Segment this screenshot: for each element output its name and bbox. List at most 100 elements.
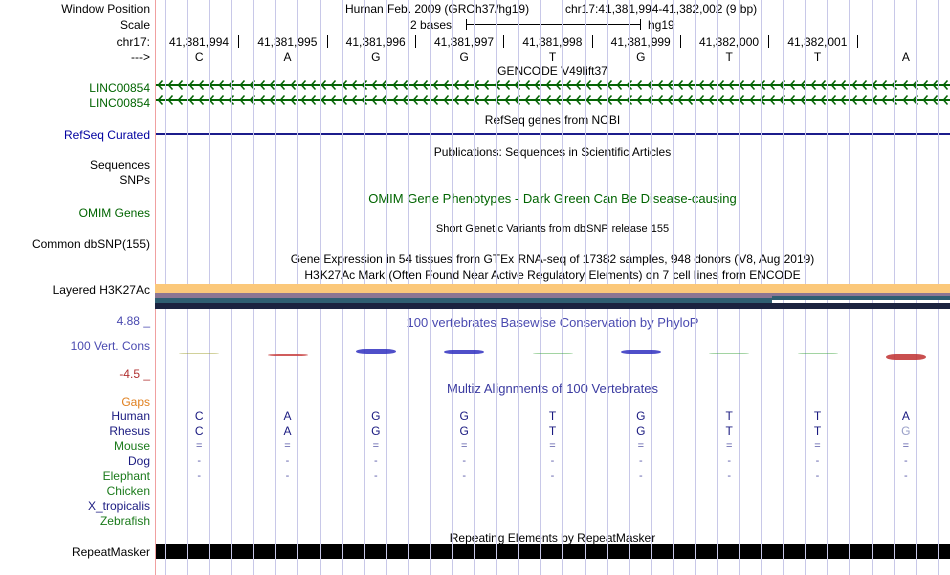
repeatmasker-feature-bar[interactable]: [155, 544, 950, 559]
strand-arrow-icon: [789, 79, 796, 91]
strand-arrow-icon: [749, 79, 756, 91]
strand-arrow-icon: [228, 79, 235, 91]
ruler-base-letter: G: [636, 50, 646, 64]
conservation-bar: [885, 354, 926, 361]
strand-arrow-icon: [616, 79, 623, 91]
multiz-species-label-zebrafish[interactable]: Zebrafish: [99, 514, 150, 528]
gtex-track-title[interactable]: Gene Expression in 54 tissues from GTEx …: [290, 252, 815, 266]
conservation-bar: [709, 352, 750, 354]
gencode-transcript-1[interactable]: [155, 78, 950, 92]
strand-arrow-icon: [290, 94, 297, 106]
multiz-track-title[interactable]: Multiz Alignments of 100 Vertebrates: [446, 381, 658, 396]
strand-arrow-icon: [402, 79, 409, 91]
ruler-tick-label: 41,381,999: [610, 35, 671, 49]
omim-track-title[interactable]: OMIM Gene Phenotypes - Dark Green Can Be…: [368, 191, 737, 206]
multiz-species-label-chicken[interactable]: Chicken: [106, 484, 150, 498]
multiz-species-label-dog[interactable]: Dog: [127, 454, 150, 468]
ruler-tick-label: 41,381,996: [345, 35, 406, 49]
strand-arrow-label: --->: [131, 50, 150, 64]
multiz-species-label-elephant[interactable]: Elephant: [102, 469, 150, 483]
strand-arrow-icon: [779, 79, 786, 91]
strand-arrow-icon: [769, 79, 776, 91]
ruler-base-letter: G: [459, 50, 469, 64]
layered-h3k27ac-label[interactable]: Layered H3K27Ac: [52, 283, 150, 297]
ruler-tick-mark: [768, 35, 770, 48]
multiz-base-cell: T: [813, 424, 822, 438]
sequences-label[interactable]: Sequences: [89, 158, 150, 172]
strand-arrow-icon: [473, 79, 480, 91]
ruler-tick-label: 41,381,995: [257, 35, 318, 49]
multiz-base-cell: -: [285, 455, 290, 467]
common-dbsnp-label[interactable]: Common dbSNP(155): [31, 237, 150, 251]
phylop-track-title[interactable]: 100 vertebrates Basewise Conservation by…: [406, 315, 699, 330]
strand-arrow-icon: [463, 94, 470, 106]
strand-arrow-icon: [800, 94, 807, 106]
multiz-base-cell: G: [459, 424, 469, 438]
strand-arrow-icon: [504, 79, 511, 91]
strand-arrow-icon: [606, 94, 613, 106]
gencode-transcript-2[interactable]: [155, 93, 950, 107]
strand-arrow-icon: [922, 94, 929, 106]
strand-arrow-icon: [779, 94, 786, 106]
conservation-bar: [444, 349, 485, 354]
strand-arrow-icon: [545, 94, 552, 106]
strand-arrow-icon: [565, 94, 572, 106]
chrom-label: chr17:: [116, 35, 150, 49]
multiz-species-label-x_tropicalis[interactable]: X_tropicalis: [87, 499, 150, 513]
multiz-species-label-mouse[interactable]: Mouse: [113, 439, 150, 453]
conservation-bar: [620, 349, 661, 354]
strand-arrow-icon: [412, 94, 419, 106]
strand-arrow-icon: [300, 79, 307, 91]
strand-arrow-icon: [636, 79, 643, 91]
refseq-track-title[interactable]: RefSeq genes from NCBI: [484, 113, 621, 127]
strand-arrow-icon: [239, 94, 246, 106]
strand-arrow-icon: [687, 94, 694, 106]
strand-arrow-icon: [861, 94, 868, 106]
dbsnp-track-title[interactable]: Short Genetic Variants from dbSNP releas…: [435, 223, 670, 235]
strand-arrow-icon: [218, 79, 225, 91]
publications-track-title[interactable]: Publications: Sequences in Scientific Ar…: [433, 145, 672, 159]
multiz-base-cell: =: [637, 440, 645, 452]
multiz-base-cell: T: [813, 409, 822, 423]
strand-arrow-icon: [269, 94, 276, 106]
multiz-species-label-human[interactable]: Human: [111, 409, 150, 423]
ruler-base-letter: T: [813, 50, 822, 64]
snps-label[interactable]: SNPs: [119, 173, 150, 187]
strand-arrow-icon: [361, 94, 368, 106]
gencode-label-2[interactable]: LINC00854: [89, 96, 150, 110]
strand-arrow-icon: [310, 94, 317, 106]
strand-arrow-icon: [228, 94, 235, 106]
repeatmasker-label[interactable]: RepeatMasker: [71, 545, 150, 559]
multiz-species-label-rhesus[interactable]: Rhesus: [109, 424, 150, 438]
multiz-base-cell: -: [285, 470, 290, 482]
multiz-base-cell: -: [727, 470, 731, 482]
strand-arrow-icon: [636, 94, 643, 106]
gencode-track-title[interactable]: GENCODE V49lift37: [497, 64, 608, 78]
gencode-transcript-line-2: [155, 99, 950, 101]
omim-genes-label[interactable]: OMIM Genes: [78, 206, 150, 220]
strand-arrow-icon: [708, 94, 715, 106]
strand-arrow-icon: [871, 79, 878, 91]
refseq-label[interactable]: RefSeq Curated: [63, 128, 150, 142]
gencode-label-1[interactable]: LINC00854: [89, 81, 150, 95]
strand-arrow-icon: [177, 94, 184, 106]
h3k27ac-track-title[interactable]: H3K27Ac Mark (Often Found Near Active Re…: [304, 268, 801, 282]
conservation-bar: [797, 352, 838, 354]
conservation-bar: [267, 354, 308, 356]
repeatmasker-track-title[interactable]: Repeating Elements by RepeatMasker: [449, 531, 656, 545]
refseq-feature-line[interactable]: [155, 133, 950, 135]
multiz-base-cell: C: [194, 424, 204, 438]
multiz-base-cell: T: [725, 424, 733, 438]
conservation-track-label[interactable]: 100 Vert. Cons: [70, 339, 150, 353]
strand-arrow-icon: [932, 94, 939, 106]
strand-arrow-icon: [453, 79, 460, 91]
ruler-tick-mark: [326, 35, 328, 48]
position-text[interactable]: chr17:41,381,994-41,382,002 (9 bp): [565, 2, 758, 16]
strand-arrow-icon: [422, 94, 429, 106]
strand-arrow-icon: [840, 79, 847, 91]
strand-arrow-icon: [698, 94, 705, 106]
ruler-tick-mark: [503, 35, 505, 48]
strand-arrow-icon: [198, 94, 205, 106]
multiz-base-cell: -: [815, 455, 820, 467]
